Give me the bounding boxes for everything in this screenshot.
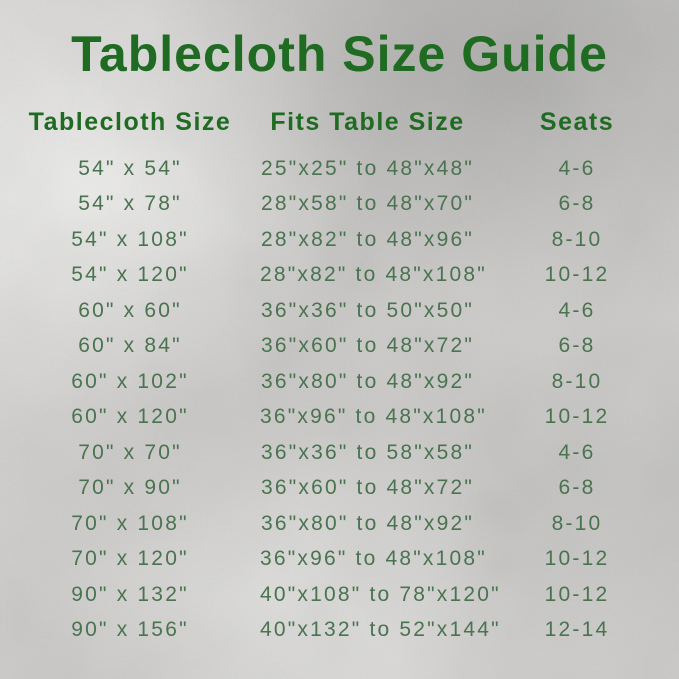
cell-tablecloth-size: 70" x 120" bbox=[71, 547, 189, 571]
table-row: 54" x 120" 28"x82" to 48"x108" 10-12 bbox=[0, 258, 679, 294]
cell-fits-table-size: 36"x96" to 48"x108" bbox=[260, 405, 487, 429]
table-row: 60" x 120" 36"x96" to 48"x108" 10-12 bbox=[0, 400, 679, 436]
cell-fits-table-size: 28"x58" to 48"x70" bbox=[260, 192, 475, 216]
cell-seats: 10-12 bbox=[544, 582, 610, 606]
cell-fits-table-size: 40"x132" to 52"x144" bbox=[260, 618, 501, 642]
table-row: 90" x 156" 40"x132" to 52"x144" 12-14 bbox=[0, 613, 679, 649]
cell-tablecloth-size: 54" x 78" bbox=[78, 192, 182, 216]
cell-fits-table-size: 36"x36" to 50"x50" bbox=[260, 298, 475, 322]
cell-fits-table-size: 36"x60" to 48"x72" bbox=[260, 476, 475, 500]
cell-seats: 6-8 bbox=[558, 476, 596, 500]
cell-tablecloth-size: 60" x 120" bbox=[71, 405, 189, 429]
size-table: Tablecloth Size Fits Table Size Seats 54… bbox=[0, 100, 679, 648]
cell-tablecloth-size: 70" x 90" bbox=[78, 476, 182, 500]
cell-seats: 8-10 bbox=[551, 369, 603, 393]
cell-fits-table-size: 25"x25" to 48"x48" bbox=[260, 156, 475, 180]
table-row: 60" x 102" 36"x80" to 48"x92" 8-10 bbox=[0, 364, 679, 400]
cell-fits-table-size: 36"x80" to 48"x92" bbox=[260, 511, 475, 535]
table-row: 90" x 132" 40"x108" to 78"x120" 10-12 bbox=[0, 577, 679, 613]
cell-tablecloth-size: 54" x 120" bbox=[71, 263, 189, 287]
cell-seats: 8-10 bbox=[551, 227, 603, 251]
cell-fits-table-size: 36"x80" to 48"x92" bbox=[260, 369, 475, 393]
cell-seats: 6-8 bbox=[558, 192, 596, 216]
cell-seats: 10-12 bbox=[544, 547, 610, 571]
table-row: 60" x 84" 36"x60" to 48"x72" 6-8 bbox=[0, 329, 679, 365]
table-row: 60" x 60" 36"x36" to 50"x50" 4-6 bbox=[0, 293, 679, 329]
cell-seats: 8-10 bbox=[551, 511, 603, 535]
table-row: 70" x 90" 36"x60" to 48"x72" 6-8 bbox=[0, 471, 679, 507]
cell-tablecloth-size: 60" x 60" bbox=[78, 298, 182, 322]
cell-tablecloth-size: 70" x 108" bbox=[71, 511, 189, 535]
page-title: Tablecloth Size Guide bbox=[71, 26, 608, 82]
cell-seats: 12-14 bbox=[544, 618, 610, 642]
table-row: 54" x 54" 25"x25" to 48"x48" 4-6 bbox=[0, 151, 679, 187]
cell-tablecloth-size: 54" x 54" bbox=[78, 156, 182, 180]
cell-tablecloth-size: 60" x 102" bbox=[71, 369, 189, 393]
size-table-body: 54" x 54" 25"x25" to 48"x48" 4-6 54" x 7… bbox=[0, 151, 679, 648]
cell-seats: 4-6 bbox=[558, 440, 596, 464]
cell-fits-table-size: 40"x108" to 78"x120" bbox=[260, 582, 501, 606]
cell-tablecloth-size: 90" x 132" bbox=[71, 582, 189, 606]
table-row: 54" x 78" 28"x58" to 48"x70" 6-8 bbox=[0, 187, 679, 223]
column-header-seats: Seats bbox=[539, 107, 615, 136]
table-row: 54" x 108" 28"x82" to 48"x96" 8-10 bbox=[0, 222, 679, 258]
cell-seats: 6-8 bbox=[558, 334, 596, 358]
cell-tablecloth-size: 60" x 84" bbox=[78, 334, 182, 358]
cell-tablecloth-size: 54" x 108" bbox=[71, 227, 189, 251]
table-row: 70" x 108" 36"x80" to 48"x92" 8-10 bbox=[0, 506, 679, 542]
table-row: 70" x 120" 36"x96" to 48"x108" 10-12 bbox=[0, 542, 679, 578]
cell-fits-table-size: 28"x82" to 48"x96" bbox=[260, 227, 475, 251]
table-row: 70" x 70" 36"x36" to 58"x58" 4-6 bbox=[0, 435, 679, 471]
cell-seats: 10-12 bbox=[544, 263, 610, 287]
column-header-tablecloth-size: Tablecloth Size bbox=[28, 107, 232, 136]
cell-seats: 10-12 bbox=[544, 405, 610, 429]
cell-fits-table-size: 36"x36" to 58"x58" bbox=[260, 440, 475, 464]
cell-tablecloth-size: 90" x 156" bbox=[71, 618, 189, 642]
cell-seats: 4-6 bbox=[558, 156, 596, 180]
column-header-fits-table-size: Fits Table Size bbox=[270, 107, 465, 136]
cell-fits-table-size: 28"x82" to 48"x108" bbox=[260, 263, 487, 287]
cell-fits-table-size: 36"x60" to 48"x72" bbox=[260, 334, 475, 358]
cell-fits-table-size: 36"x96" to 48"x108" bbox=[260, 547, 487, 571]
cell-seats: 4-6 bbox=[558, 298, 596, 322]
cell-tablecloth-size: 70" x 70" bbox=[78, 440, 182, 464]
table-header-row: Tablecloth Size Fits Table Size Seats bbox=[0, 100, 679, 144]
